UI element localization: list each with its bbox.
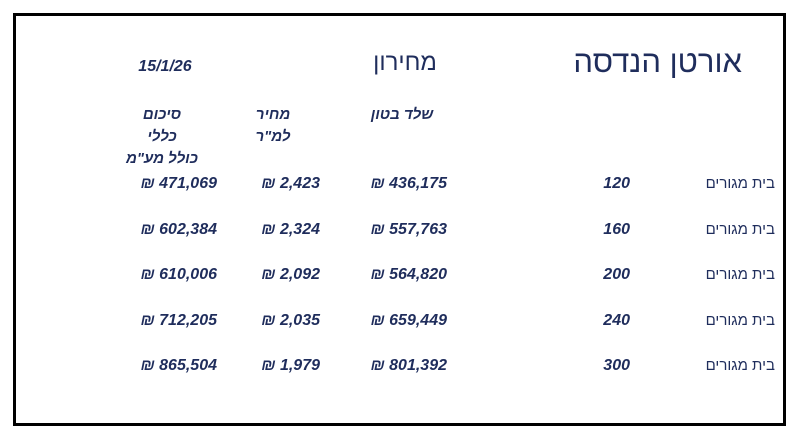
row-label: בית מגורים [705, 220, 775, 238]
table-cell: 602,384 ₪ [140, 220, 217, 238]
table-cell: 300 [603, 357, 630, 374]
row-label: בית מגורים [705, 357, 775, 374]
table-cell: 610,006 ₪ [140, 266, 217, 283]
table-cell: 2,092 ₪ [261, 266, 320, 283]
table-cell: 160 [603, 220, 630, 238]
column-header: שלד בטון [370, 106, 434, 123]
row-label: בית מגורים [705, 266, 775, 283]
column-header: כללי [147, 128, 177, 145]
row-label: בית מגורים [705, 175, 775, 192]
row-label: בית מגורים [705, 311, 775, 329]
table-cell: 2,423 ₪ [261, 175, 320, 192]
column-header: סיכום [142, 106, 182, 123]
date: 15/1/26 [138, 58, 192, 75]
table-cell: 471,069 ₪ [140, 175, 217, 192]
table-cell: 240 [603, 311, 630, 329]
table-cell: 712,205 ₪ [140, 311, 217, 329]
column-header: מחיר [255, 106, 291, 123]
table-cell: 436,175 ₪ [370, 175, 447, 192]
company-name: אורטן הנדסה [573, 44, 742, 79]
table-cell: 2,324 ₪ [261, 220, 320, 238]
table-cell: 2,035 ₪ [261, 311, 320, 329]
table-cell: 659,449 ₪ [370, 311, 447, 329]
table-cell: 120 [603, 175, 630, 192]
table-cell: 564,820 ₪ [370, 266, 447, 283]
frame [13, 13, 786, 426]
column-header: כולל מע"מ [125, 150, 199, 167]
column-header: למ"ר [255, 128, 291, 145]
table-cell: 1,979 ₪ [261, 357, 320, 374]
table-cell: 557,763 ₪ [370, 220, 447, 238]
table-cell: 865,504 ₪ [140, 357, 217, 374]
table-cell: 200 [603, 266, 630, 283]
page-title: מחירון [373, 49, 437, 76]
table-cell: 801,392 ₪ [370, 357, 447, 374]
